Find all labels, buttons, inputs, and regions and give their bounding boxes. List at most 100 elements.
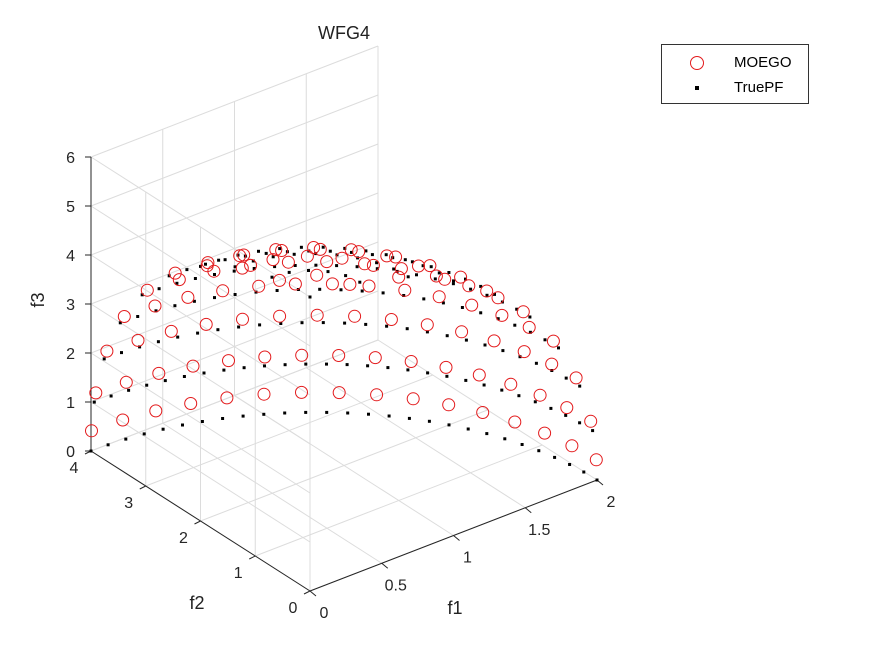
truepf-point — [343, 321, 347, 325]
moego-point — [252, 279, 266, 293]
moego-point — [546, 334, 560, 348]
truepf-point — [528, 315, 532, 319]
truepf-point — [204, 262, 207, 266]
y-tick-label: 1 — [234, 565, 243, 582]
circle-marker-icon — [690, 56, 704, 70]
moego-point — [181, 290, 195, 304]
moego-point — [119, 375, 133, 389]
truepf-point — [534, 361, 538, 365]
truepf-point — [464, 378, 468, 382]
truepf-point — [429, 265, 433, 269]
truepf-point — [304, 362, 308, 366]
moego-point — [344, 243, 358, 257]
moego-point — [368, 351, 382, 365]
truepf-point — [578, 384, 582, 388]
truepf-point — [136, 315, 140, 318]
truepf-point — [232, 269, 236, 273]
grid-line — [200, 409, 488, 522]
truepf-point — [591, 429, 595, 433]
moego-point — [216, 284, 230, 298]
truepf-point — [325, 362, 328, 366]
truepf-point — [200, 420, 204, 423]
truepf-point — [533, 400, 537, 404]
truepf-point — [167, 274, 171, 278]
truepf-point — [553, 455, 557, 459]
truepf-point — [386, 366, 390, 370]
truepf-point — [557, 346, 560, 350]
x-tick-label: 0.5 — [385, 577, 407, 594]
truepf-point — [345, 363, 349, 367]
truepf-point — [520, 443, 524, 446]
moego-point — [172, 273, 186, 287]
truepf-point — [451, 282, 455, 286]
moego-point — [85, 424, 98, 438]
truepf-point — [124, 437, 128, 441]
truepf-point — [308, 295, 312, 299]
moego-point — [269, 243, 283, 257]
truepf-point — [564, 376, 568, 380]
grid-line — [90, 45, 379, 158]
moego-point — [560, 401, 574, 415]
moego-point — [432, 290, 446, 304]
truepf-point — [307, 269, 310, 272]
truepf-point — [528, 330, 532, 334]
moego-point — [207, 264, 221, 278]
grid-line — [90, 290, 379, 403]
y-tick-label: 3 — [124, 495, 133, 512]
x-axis-label: f1 — [447, 598, 462, 618]
truepf-point — [466, 427, 470, 431]
moego-point — [281, 255, 295, 269]
z-tick-label: 2 — [66, 346, 75, 363]
truepf-point — [262, 412, 266, 416]
z-tick-label: 3 — [66, 297, 75, 314]
truepf-point — [300, 321, 304, 325]
truepf-point — [427, 419, 431, 423]
truepf-point — [479, 311, 483, 315]
moego-point — [320, 255, 334, 269]
truepf-point — [421, 264, 425, 268]
truepf-point — [263, 364, 266, 368]
truepf-point — [258, 323, 262, 327]
truepf-point — [564, 413, 568, 417]
moego-point — [454, 270, 468, 284]
x-tick-mark — [381, 562, 389, 569]
truepf-point — [304, 410, 308, 414]
moego-point — [288, 277, 302, 291]
truepf-point — [181, 423, 184, 427]
truepf-point — [142, 432, 146, 436]
truepf-point — [578, 421, 582, 425]
truepf-point — [109, 394, 113, 398]
truepf-point — [89, 449, 93, 453]
moego-point — [516, 305, 530, 319]
moego-point — [392, 270, 406, 284]
moego-point — [335, 251, 349, 265]
moego-point — [491, 291, 505, 305]
moego-point — [220, 391, 234, 405]
truepf-point — [381, 291, 385, 295]
truepf-point — [460, 306, 464, 309]
truepf-point — [387, 414, 391, 418]
moego-point — [429, 269, 443, 283]
truepf-point — [223, 258, 227, 262]
moego-point — [538, 426, 552, 440]
moego-point — [384, 313, 398, 326]
truepf-point — [321, 245, 325, 249]
truepf-point — [402, 294, 406, 297]
moego-point — [533, 388, 547, 402]
truepf-point — [500, 388, 504, 392]
truepf-point — [385, 324, 389, 328]
moego-point — [522, 320, 536, 334]
truepf-point — [392, 267, 396, 271]
x-tick-mark — [524, 507, 532, 514]
moego-point — [300, 249, 314, 263]
truepf-point — [445, 334, 449, 338]
truepf-point — [216, 328, 220, 332]
truepf-point — [292, 252, 296, 256]
truepf-point — [325, 410, 329, 414]
truepf-point — [283, 411, 287, 415]
moego-point — [380, 249, 394, 263]
legend-label-truepf: TruePF — [734, 79, 784, 96]
truepf-point — [176, 335, 180, 339]
moego-point — [89, 386, 103, 400]
moego-point — [476, 406, 490, 419]
